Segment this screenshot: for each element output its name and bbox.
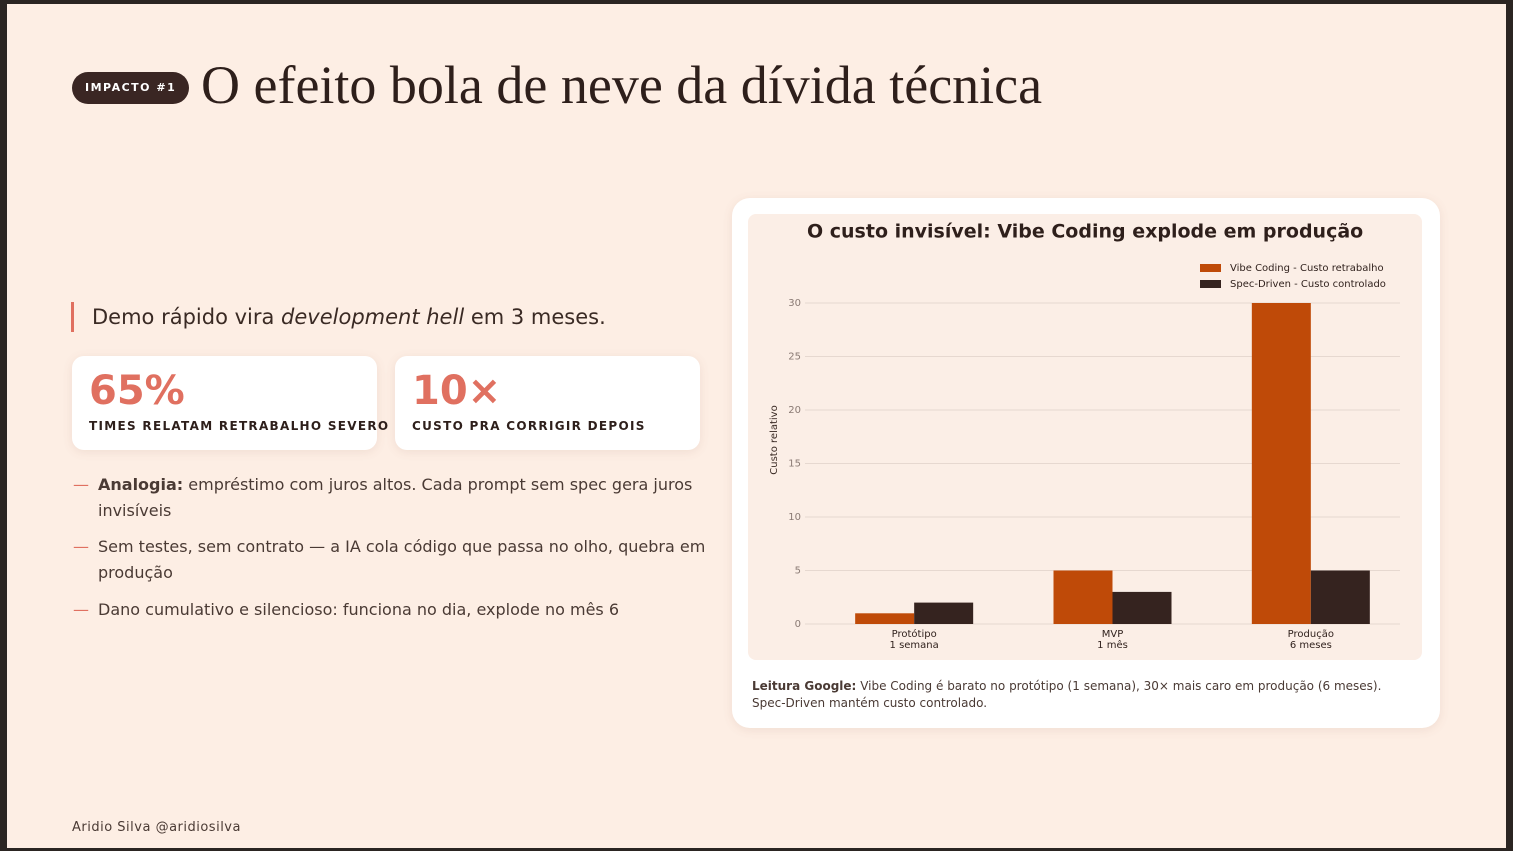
stat-value: 10× <box>412 368 502 414</box>
lead-text: Demo rápido vira <box>92 305 275 329</box>
bullet: Analogia: empréstimo com juros altos. Ca… <box>73 472 708 524</box>
bar <box>914 602 974 624</box>
slide-title: O efeito bola de neve da dívida técnica <box>201 55 1043 115</box>
lead: Demo rápido vira development hell em 3 m… <box>71 302 606 332</box>
bar <box>1112 591 1172 624</box>
badge: IMPACTO #1 <box>72 72 190 104</box>
bullet-bold: Analogia: <box>98 475 184 494</box>
stat-card: 65% TIMES RELATAM RETRABALHO SEVERO <box>72 356 388 450</box>
lead-text: em 3 meses. <box>470 305 606 329</box>
x-tick-label: 1 mês <box>1097 639 1128 651</box>
bar <box>855 613 915 624</box>
y-axis-label: Custo relativo <box>769 405 780 474</box>
chart-card: O custo invisível: Vibe Coding explode e… <box>732 198 1440 728</box>
stat-label: TIMES RELATAM RETRABALHO SEVERO <box>89 419 390 433</box>
legend-swatch <box>1200 264 1221 272</box>
x-tick-label: MVP <box>1102 629 1124 640</box>
bar <box>1251 303 1311 624</box>
caption: Leitura Google: Vibe Coding é barato no … <box>752 678 1412 712</box>
footer: Aridio Silva @aridiosilva <box>72 820 241 835</box>
y-tick-label: 20 <box>788 405 801 416</box>
chart-area: O custo invisível: Vibe Coding explode e… <box>748 214 1422 660</box>
stat-value: 65% <box>89 368 185 414</box>
stat-label: CUSTO PRA CORRIGIR DEPOIS <box>412 419 646 433</box>
bullet: Dano cumulativo e silencioso: funciona n… <box>73 597 708 623</box>
bar <box>1053 570 1113 624</box>
chart-title: O custo invisível: Vibe Coding explode e… <box>807 221 1363 243</box>
stat-card: 10× CUSTO PRA CORRIGIR DEPOIS <box>395 356 700 450</box>
x-tick-label: Produção <box>1288 629 1334 640</box>
legend-swatch <box>1200 280 1221 288</box>
bullet: Sem testes, sem contrato — a IA cola cód… <box>73 534 708 586</box>
slide: IMPACTO #1 O efeito bola de neve da dívi… <box>7 4 1506 848</box>
bar <box>1310 570 1370 624</box>
y-tick-label: 25 <box>788 352 801 363</box>
lead-emphasis: development hell <box>281 305 465 329</box>
legend-label: Vibe Coding - Custo retrabalho <box>1230 263 1384 274</box>
caption-bold: Leitura Google: <box>752 679 857 693</box>
legend-label: Spec-Driven - Custo controlado <box>1230 279 1386 290</box>
y-tick-label: 30 <box>788 298 801 309</box>
chart: O custo invisível: Vibe Coding explode e… <box>769 221 1400 651</box>
x-tick-label: 1 semana <box>890 640 939 651</box>
x-tick-label: Protótipo <box>892 628 937 640</box>
y-tick-label: 5 <box>795 566 801 577</box>
bullet-text: empréstimo com juros altos. Cada prompt … <box>98 475 693 520</box>
y-tick-label: 10 <box>788 512 801 523</box>
bullet-text: Dano cumulativo e silencioso: funciona n… <box>98 600 620 619</box>
y-tick-label: 0 <box>795 619 801 630</box>
caption-text: Vibe Coding é barato no protótipo (1 sem… <box>752 679 1382 710</box>
y-tick-label: 15 <box>788 459 801 470</box>
x-tick-label: 6 meses <box>1290 640 1332 651</box>
bullet-text: Sem testes, sem contrato — a IA cola cód… <box>98 537 706 582</box>
